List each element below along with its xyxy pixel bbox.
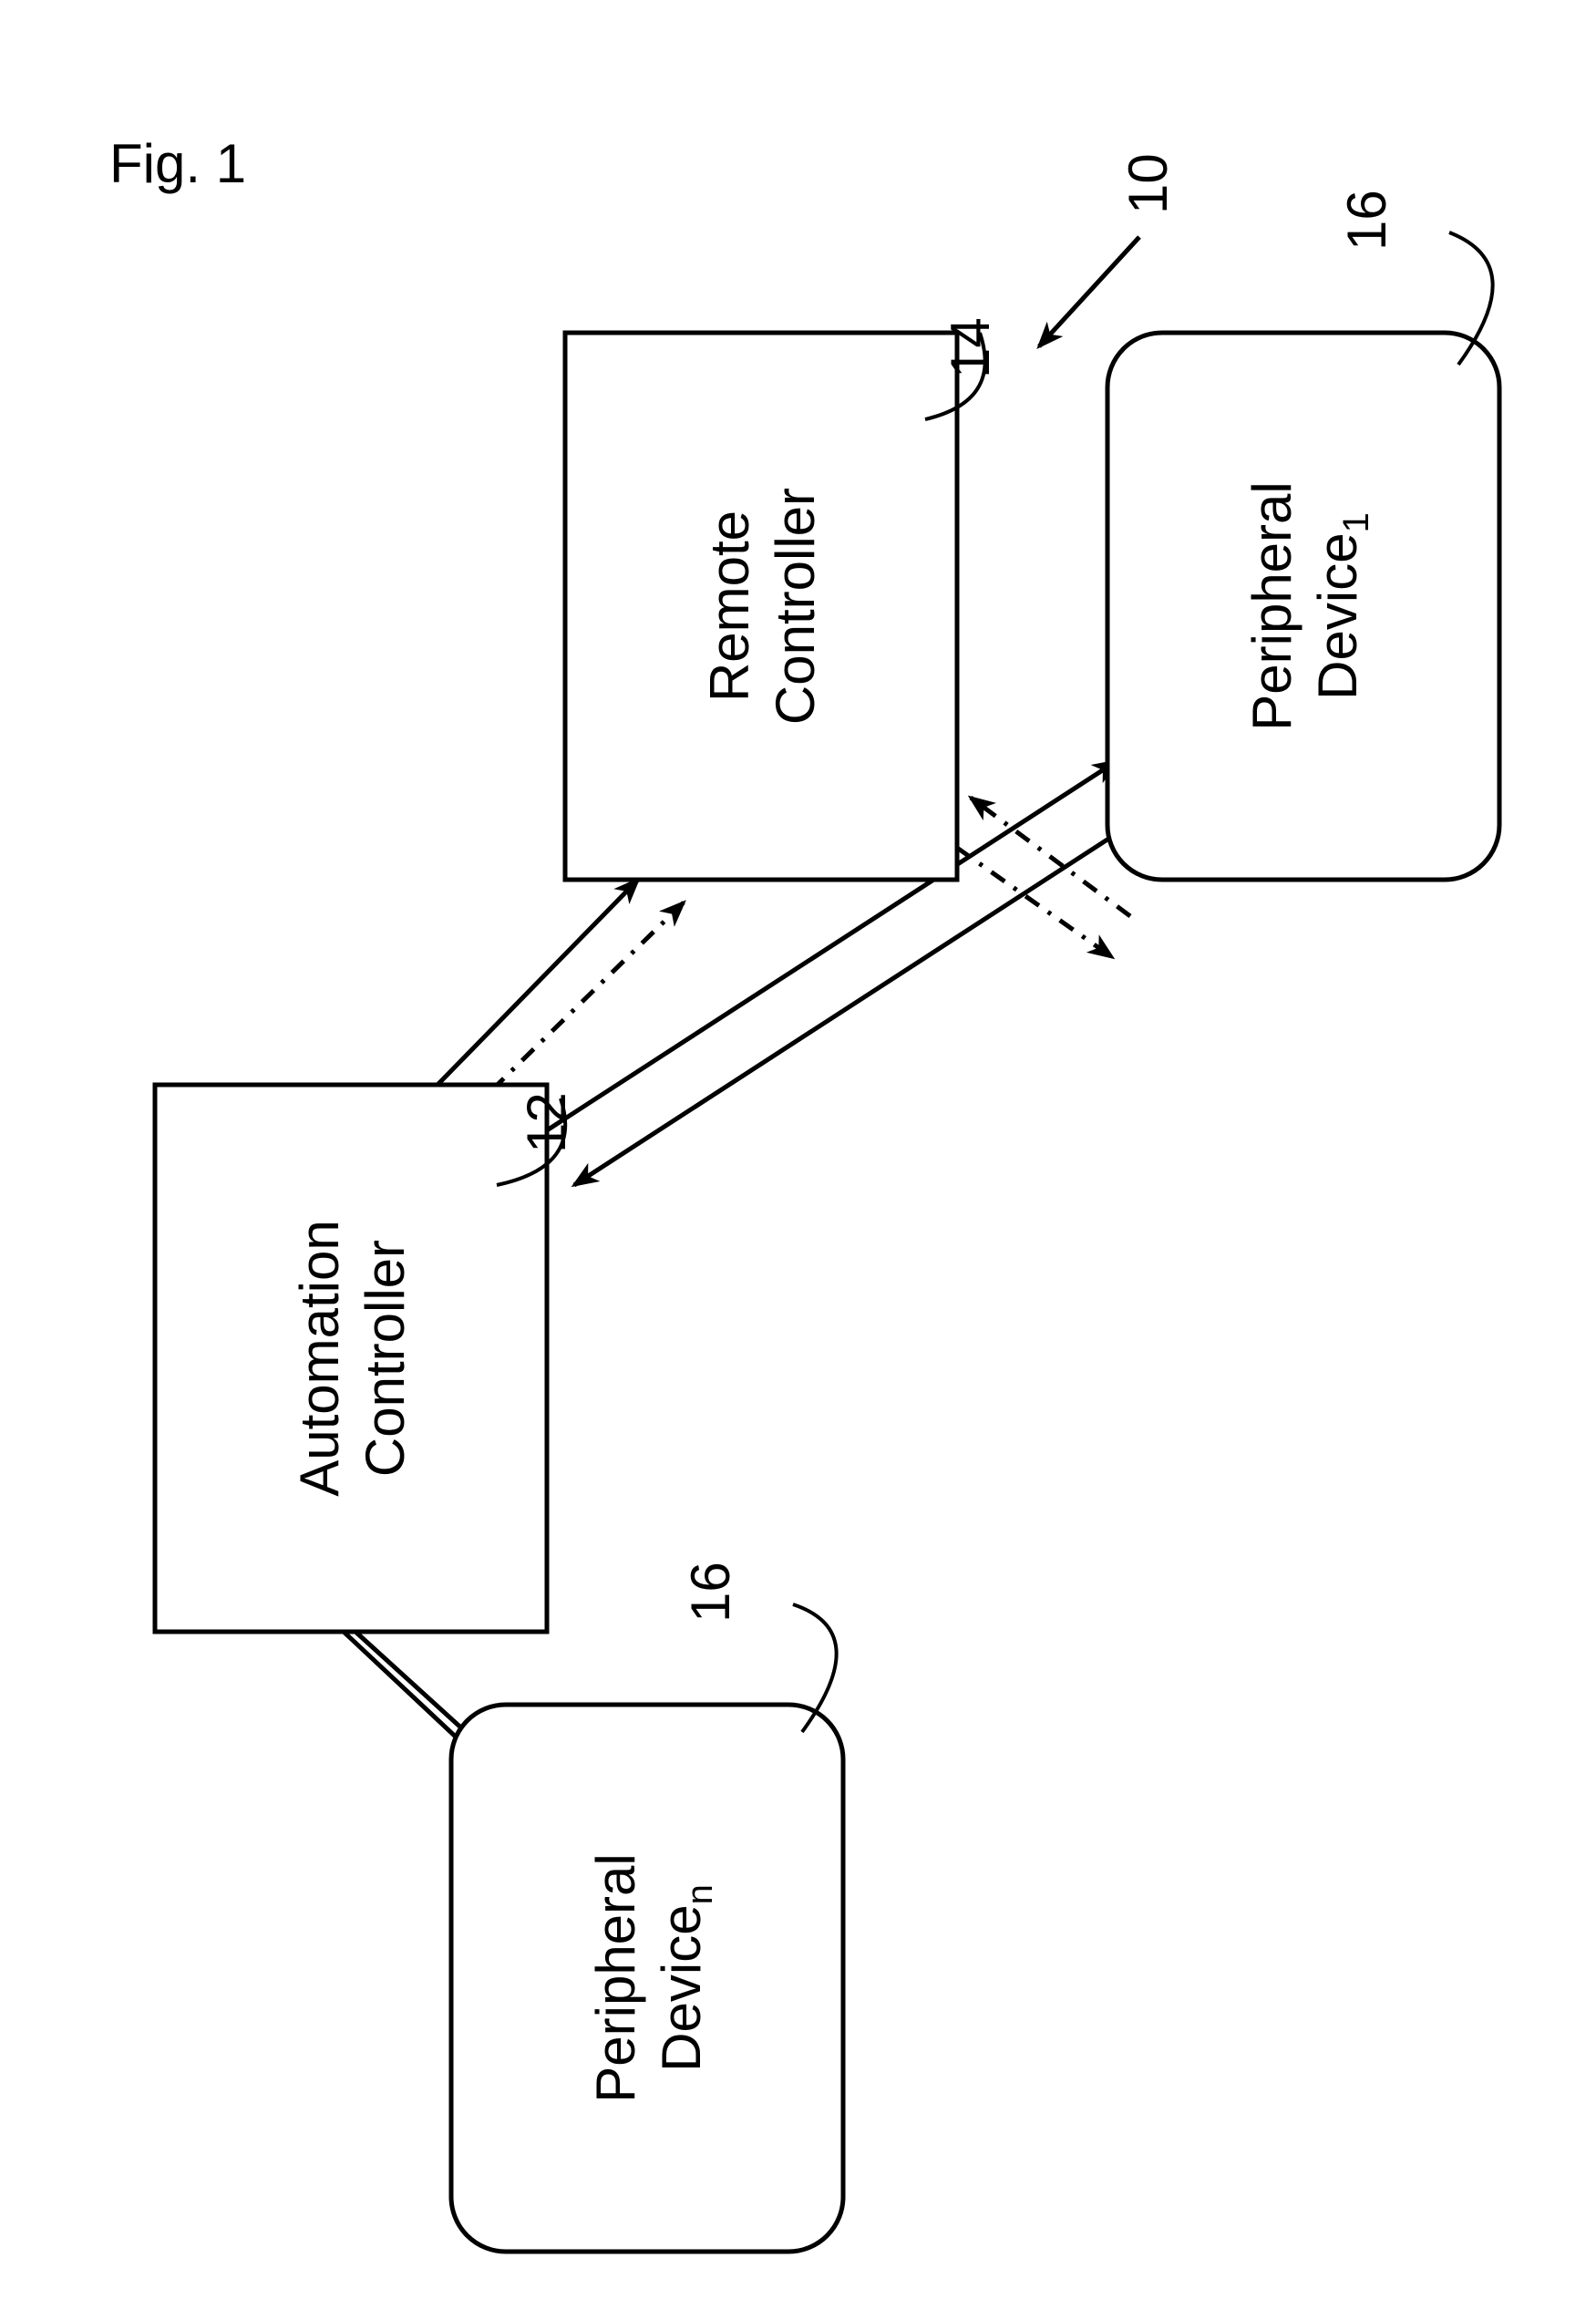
diagram-canvas: AutomationControllerRemoteControllerPeri… [0,0,1596,2299]
svg-text:16: 16 [1336,190,1397,251]
arrow-remote-dashed-out [957,848,1112,957]
ref-10-arrow [1039,237,1139,346]
node-label-1: Peripheral [585,1853,646,2103]
arrow-remote-to-auto-dashed [474,902,684,1108]
node-peripheral_n: PeripheralDevicen [451,1705,843,2252]
node-label-1: Automation [289,1220,350,1497]
svg-text:12: 12 [516,1092,577,1153]
arrow-auto-to-remote-solid [438,880,638,1085]
node-label-1: Peripheral [1241,481,1303,731]
node-automation_controller: AutomationController [155,1085,547,1632]
svg-text:16: 16 [680,1562,741,1623]
svg-text:14: 14 [940,317,1001,378]
node-label-2: Devicen [651,1884,720,2072]
node-peripheral_1: PeripheralDevice1 [1107,333,1499,880]
node-label-2: Controller [765,488,826,725]
node-remote_controller: RemoteController [565,333,957,880]
node-label-2: Controller [355,1240,416,1477]
node-label-1: Remote [699,510,760,702]
ref-10-label: 10 [1117,153,1179,214]
node-label-2: Device1 [1307,512,1376,700]
